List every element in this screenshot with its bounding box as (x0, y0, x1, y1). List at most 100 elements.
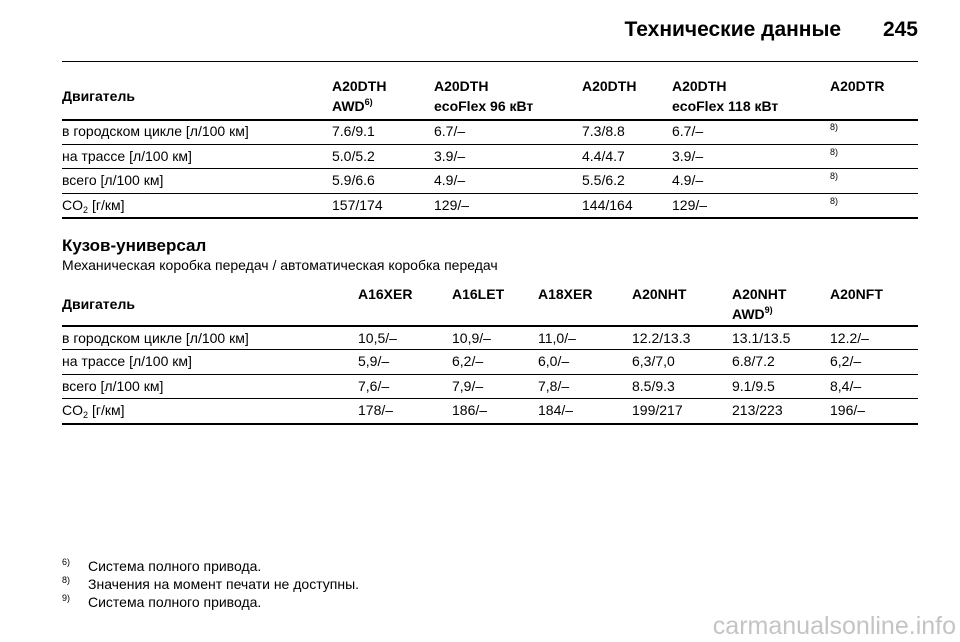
footnote-ref: 8) (830, 147, 839, 157)
cell: 199/217 (632, 402, 683, 418)
section-subtitle: Механическая коробка передач / автоматич… (62, 257, 498, 273)
cell: 7,8/– (538, 378, 570, 394)
cell: 5.9/6.6 (332, 172, 375, 188)
column-header: A18XER (538, 286, 593, 302)
cell: 7,6/– (358, 378, 390, 394)
footnote-ref: 9) (764, 305, 773, 315)
cell: 129/– (672, 197, 708, 213)
cell: 129/– (434, 197, 470, 213)
cell: 13.1/13.5 (732, 330, 791, 346)
cell: 144/164 (582, 197, 633, 213)
cell: 7.3/8.8 (582, 123, 625, 139)
column-header: A20NHT (632, 286, 687, 302)
cell: 157/174 (332, 197, 383, 213)
cell-note: 8) (830, 148, 838, 165)
cell: 186/– (452, 402, 488, 418)
label-subscript: 2 (83, 410, 89, 420)
column-header: A20NFT (830, 286, 883, 302)
column-header: A16LET (452, 286, 505, 302)
column-header: Двигатель (62, 296, 135, 312)
cell: 8.5/9.3 (632, 378, 675, 394)
label-text: всего [л/100 км] (62, 172, 164, 188)
cell: 6.8/7.2 (732, 353, 775, 369)
section-title: Кузов-универсал (62, 236, 207, 255)
label-unit: [г/км] (92, 197, 125, 213)
row-rule (62, 398, 918, 399)
column-header: AWD9) (732, 305, 773, 323)
row-rule (62, 144, 918, 145)
footnote-mark: 6) (62, 558, 70, 575)
column-header: ecoFlex 118 кВт (672, 98, 779, 114)
cell: 4.4/4.7 (582, 148, 625, 164)
column-header: A16XER (358, 286, 413, 302)
column-header: AWD6) (332, 97, 373, 115)
footnote-ref: 8) (830, 196, 839, 206)
row-label: в городском цикле [л/100 км] (62, 330, 249, 347)
cell: 6.7/– (434, 123, 466, 139)
header-rule (62, 325, 918, 327)
cell: 5,9/– (358, 353, 390, 369)
rule (62, 61, 918, 62)
cell: 4.9/– (434, 172, 466, 188)
cell: 213/223 (732, 402, 783, 418)
cell: 3.9/– (434, 148, 466, 164)
footnote-mark: 9) (62, 594, 70, 611)
footnote-text: Значения на момент печати не доступны. (88, 576, 360, 592)
cell: 7,9/– (452, 378, 484, 394)
footnote-text: Система полного привода. (88, 558, 262, 574)
column-header: A20DTH (434, 78, 489, 94)
row-rule (62, 374, 918, 375)
cell: 10,5/– (358, 330, 397, 346)
cell: 11,0/– (538, 330, 576, 346)
page-number: 245 (882, 18, 918, 41)
row-rule (62, 193, 918, 194)
footnote-mark-text: 8) (62, 575, 71, 585)
footnote-mark-text: 9) (62, 593, 71, 603)
label-text: на трассе [л/100 км] (62, 148, 192, 164)
cell: 6,2/– (830, 353, 862, 369)
column-header: ecoFlex 96 кВт (434, 98, 534, 114)
cell: 6,0/– (538, 353, 570, 369)
cell: 8,4/– (830, 378, 862, 394)
cell: 6,3/7,0 (632, 353, 675, 369)
cell: 10,9/– (452, 330, 491, 346)
cell: 9.1/9.5 (732, 378, 775, 394)
row-label: всего [л/100 км] (62, 172, 163, 189)
column-header: Двигатель (62, 88, 135, 104)
label-text: CO (62, 197, 83, 213)
cell: 178/– (358, 402, 394, 418)
footnote-ref: 6) (364, 97, 373, 107)
label-text: CO (62, 402, 83, 418)
cell-note: 8) (830, 172, 838, 189)
row-label: CO2 [г/км] (62, 197, 125, 215)
row-rule (62, 423, 918, 425)
header-title: Технические данные (624, 18, 842, 41)
column-header: A20DTR (830, 78, 885, 94)
cell: 7.6/9.1 (332, 123, 375, 139)
row-label: CO2 [г/км] (62, 402, 125, 420)
page-header: Технические данные 245 (624, 18, 918, 42)
label-text: всего [л/100 км] (62, 378, 164, 394)
footnote-mark-text: 6) (62, 557, 71, 567)
cell: 12.2/13.3 (632, 330, 691, 346)
column-header: A20DTH (582, 78, 637, 94)
cell: 5.0/5.2 (332, 148, 375, 164)
row-label: на трассе [л/100 км] (62, 353, 192, 370)
cell: 5.5/6.2 (582, 172, 625, 188)
label-unit: [г/км] (92, 402, 125, 418)
cell: 3.9/– (672, 148, 704, 164)
footnote-ref: 8) (830, 122, 839, 132)
cell: 184/– (538, 402, 574, 418)
cell: 4.9/– (672, 172, 704, 188)
cell-note: 8) (830, 197, 838, 214)
column-header: A20DTH (332, 78, 387, 94)
label-text: на трассе [л/100 км] (62, 353, 192, 369)
column-header: A20DTH (672, 78, 727, 94)
footnote-text: Система полного привода. (88, 594, 262, 610)
cell: 6,2/– (452, 353, 484, 369)
row-rule (62, 217, 918, 219)
cell: 196/– (830, 402, 866, 418)
footnote-ref: 8) (830, 171, 839, 181)
row-label: на трассе [л/100 км] (62, 148, 192, 165)
label-text: в городском цикле [л/100 км] (62, 330, 249, 346)
